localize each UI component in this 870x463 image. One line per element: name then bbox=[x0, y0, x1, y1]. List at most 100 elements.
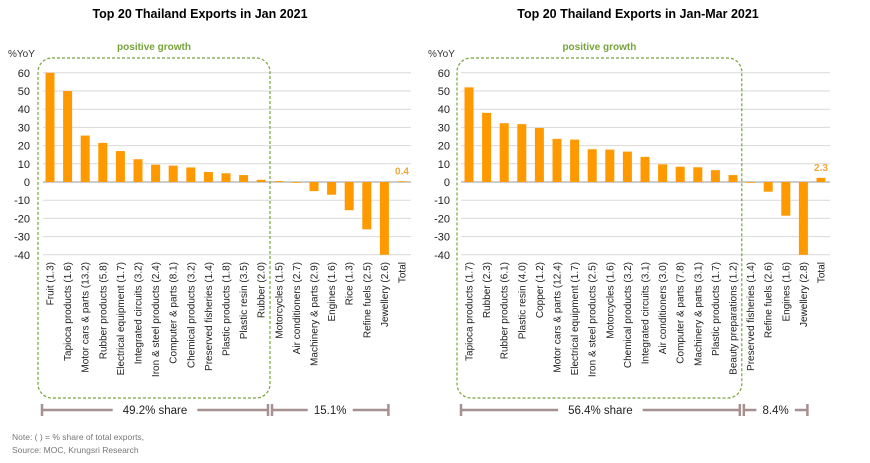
x-tick-label: Motor cars & parts (13.2) bbox=[81, 262, 92, 373]
x-tick-label: Refine fuels (2.6) bbox=[764, 262, 775, 338]
share-label: 8.4% bbox=[762, 405, 788, 417]
x-tick-label: Tapioca products (1.7) bbox=[465, 262, 476, 361]
positive-growth-box bbox=[37, 57, 271, 399]
bar bbox=[728, 175, 738, 182]
y-tick-label: 10 bbox=[438, 159, 450, 171]
bar bbox=[499, 123, 509, 182]
bar bbox=[291, 182, 301, 183]
x-tick-label: Integrated circuits (3.1) bbox=[641, 262, 652, 364]
bar bbox=[239, 175, 249, 182]
y-tick-label: -10 bbox=[14, 195, 30, 207]
bar bbox=[274, 181, 284, 182]
positive-growth-box bbox=[456, 57, 743, 399]
x-tick-label: Motorcycles (1.5) bbox=[274, 262, 285, 339]
x-tick-label: Jewellery (2.6) bbox=[380, 262, 391, 327]
bar bbox=[98, 142, 108, 182]
x-tick-label: Motor cars & parts (12.4) bbox=[553, 262, 564, 373]
annotation-positive-growth: positive growth bbox=[562, 42, 636, 53]
x-tick-label: Beauty preparations (1.2) bbox=[729, 262, 740, 375]
bar bbox=[763, 182, 773, 192]
x-tick-label: Preserved fisheries (1.4) bbox=[746, 262, 757, 371]
bar bbox=[640, 156, 650, 182]
x-tick-label: Rubber products (6.1) bbox=[500, 262, 511, 359]
total-data-label: 2.3 bbox=[814, 163, 828, 174]
y-axis-label: %YoY bbox=[8, 49, 35, 60]
x-tick-label: Computer & parts (8.1) bbox=[169, 262, 180, 364]
x-tick-label: Iron & steel products (2.4) bbox=[151, 262, 162, 377]
bar bbox=[517, 124, 527, 182]
bar bbox=[675, 166, 685, 182]
y-tick-label: 20 bbox=[18, 141, 30, 153]
y-tick-label: 60 bbox=[438, 68, 450, 80]
x-tick-label: Engines (1.6) bbox=[327, 262, 338, 321]
bar bbox=[115, 151, 125, 182]
y-tick-label: 30 bbox=[18, 122, 30, 134]
x-tick-label: Rubber (2.3) bbox=[482, 262, 493, 318]
bar bbox=[570, 139, 580, 182]
y-tick-label: 40 bbox=[438, 104, 450, 116]
bar bbox=[256, 179, 266, 182]
bar bbox=[45, 72, 55, 182]
x-tick-label: Fruit (1.3) bbox=[46, 262, 57, 305]
y-tick-label: 50 bbox=[438, 86, 450, 98]
x-tick-label: Total bbox=[817, 262, 828, 283]
bar bbox=[203, 171, 213, 182]
bar bbox=[168, 165, 178, 182]
y-tick-label: -30 bbox=[434, 232, 450, 244]
x-tick-label: Chemical products (3.2) bbox=[623, 262, 634, 368]
note: Note: ( ) = % share of total exports, bbox=[12, 432, 145, 442]
x-tick-label: Plastic products (1.8) bbox=[222, 262, 233, 356]
y-tick-label: 0 bbox=[24, 177, 30, 189]
x-tick-label: Rubber products (5.8) bbox=[98, 262, 109, 359]
share-label: 49.2% share bbox=[123, 405, 188, 417]
bar bbox=[816, 177, 826, 182]
x-tick-label: Plastic resin (4.0) bbox=[517, 262, 528, 339]
y-tick-label: 0 bbox=[444, 177, 450, 189]
x-tick-label: Motorcycles (1.6) bbox=[605, 262, 616, 339]
y-tick-label: 10 bbox=[18, 159, 30, 171]
x-tick-label: Tapioca products (1.6) bbox=[63, 262, 74, 361]
x-tick-label: Machinery & parts (3.1) bbox=[693, 262, 704, 366]
x-tick-label: Integrated circuits (3.2) bbox=[134, 262, 145, 364]
bar bbox=[63, 91, 73, 182]
chart-title: Top 20 Thailand Exports in Jan 2021 bbox=[92, 7, 307, 21]
x-tick-label: Rubber (2.0) bbox=[257, 262, 268, 318]
y-tick-label: -20 bbox=[14, 213, 30, 225]
share-label: 56.4% share bbox=[568, 405, 633, 417]
bar bbox=[344, 182, 354, 211]
x-tick-label: Engines (1.6) bbox=[781, 262, 792, 321]
bar bbox=[746, 182, 756, 183]
x-tick-label: Iron & steel products (2.5) bbox=[588, 262, 599, 377]
y-tick-label: 50 bbox=[18, 86, 30, 98]
annotation-positive-growth: positive growth bbox=[117, 42, 191, 53]
y-tick-label: -10 bbox=[434, 195, 450, 207]
x-tick-label: Air conditioners (2.7) bbox=[292, 262, 303, 354]
y-tick-label: -30 bbox=[14, 232, 30, 244]
bar bbox=[133, 159, 143, 182]
bar bbox=[186, 167, 196, 182]
source: Source: MOC, Krungsri Research bbox=[12, 445, 139, 455]
share-label: 15.1% bbox=[314, 405, 347, 417]
y-tick-label: -20 bbox=[434, 213, 450, 225]
bar bbox=[781, 182, 791, 216]
bar bbox=[605, 149, 615, 182]
bar bbox=[379, 182, 389, 255]
x-tick-label: Copper (1.2) bbox=[535, 262, 546, 318]
y-tick-label: 20 bbox=[438, 141, 450, 153]
chart-title: Top 20 Thailand Exports in Jan-Mar 2021 bbox=[517, 7, 759, 21]
bar bbox=[798, 182, 808, 255]
bar bbox=[710, 170, 720, 182]
x-tick-label: Air conditioners (3.0) bbox=[658, 262, 669, 354]
bar bbox=[362, 182, 372, 230]
bar bbox=[397, 181, 407, 183]
bar bbox=[482, 112, 492, 182]
bar bbox=[327, 182, 337, 195]
x-tick-label: Electrical equipment (1.7) bbox=[570, 262, 581, 375]
y-tick-label: 60 bbox=[18, 68, 30, 80]
y-tick-label: -40 bbox=[434, 250, 450, 262]
x-tick-label: Plastic resin (3.5) bbox=[239, 262, 250, 339]
bar bbox=[221, 173, 231, 182]
x-tick-label: Preserved fisheries (1.4) bbox=[204, 262, 215, 371]
x-tick-label: Refine fuels (2.5) bbox=[362, 262, 373, 338]
